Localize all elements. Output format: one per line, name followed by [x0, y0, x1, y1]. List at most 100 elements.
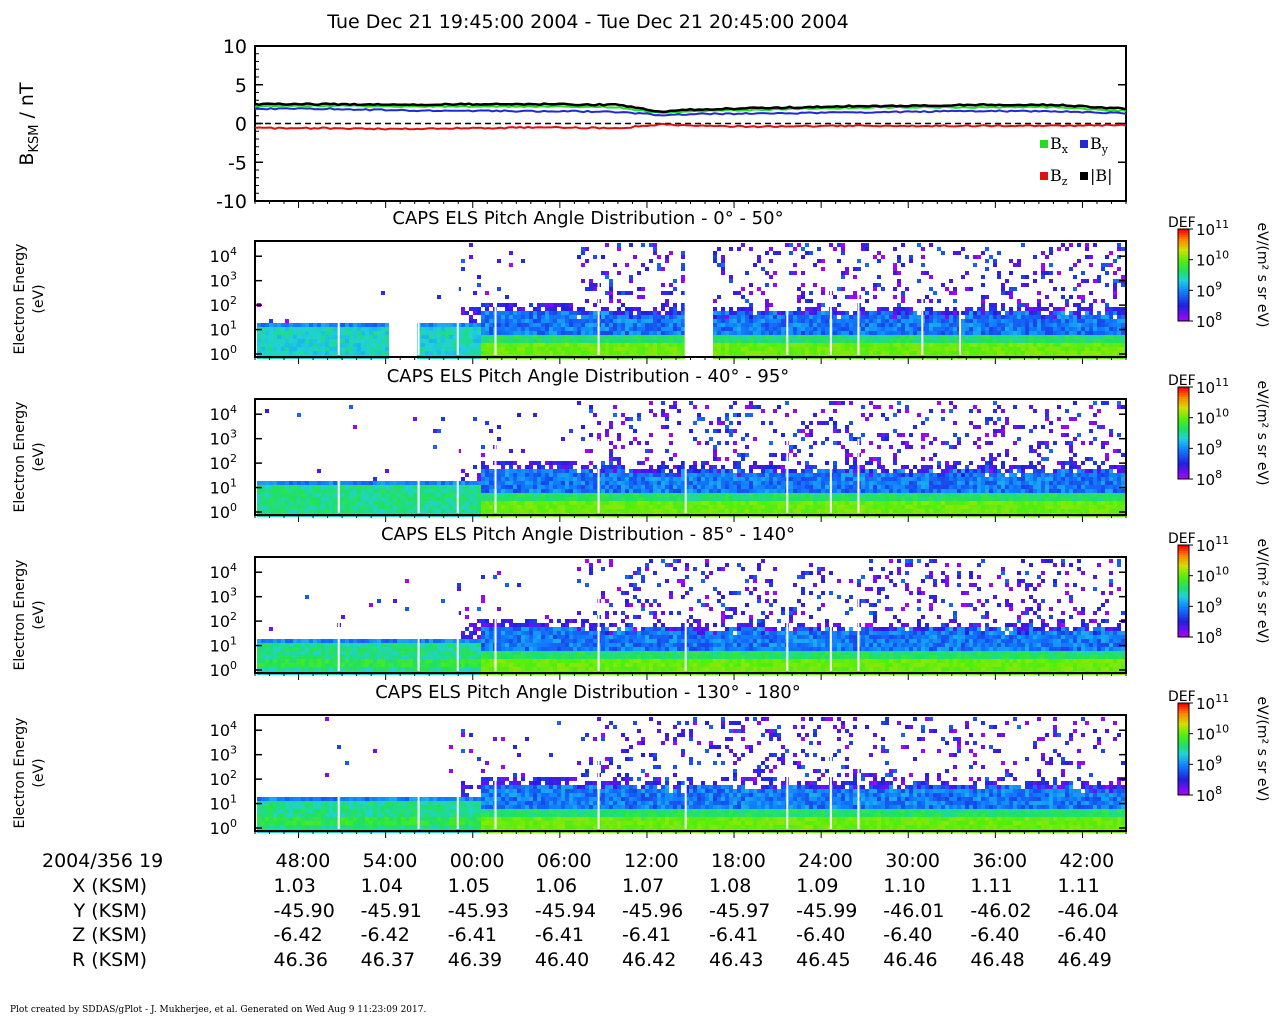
spectrogram-cell — [365, 485, 369, 489]
spectrogram-cell — [469, 497, 473, 501]
spectrogram-cell — [957, 251, 961, 255]
spectrogram-title-1: CAPS ELS Pitch Angle Distribution - 0° -… — [392, 208, 783, 229]
spectrogram-cell — [645, 335, 649, 339]
spectrogram-cell — [765, 489, 769, 493]
spectrogram-cell — [633, 509, 637, 513]
spectrogram-cell — [677, 501, 681, 505]
spectrogram-cell — [1117, 323, 1121, 327]
spectrogram-cell — [941, 343, 945, 347]
spectrogram-cell — [821, 323, 825, 327]
spectrogram-cell — [957, 315, 961, 319]
spectrogram-cell — [665, 465, 669, 469]
spectrogram-cell — [625, 347, 629, 351]
spectrogram-cell — [533, 493, 537, 497]
spectrogram-cell — [925, 323, 929, 327]
spectrogram-cell — [885, 417, 889, 421]
spectrogram-cell — [1077, 335, 1081, 339]
spectrogram-cell — [861, 243, 865, 247]
spectrogram-cell — [1085, 319, 1089, 323]
spectrogram-cell — [461, 339, 465, 343]
spectrogram-cell — [273, 489, 277, 493]
spectrogram-cell — [953, 351, 957, 355]
spectrogram-cell — [797, 243, 801, 247]
spectrogram-cell — [825, 477, 829, 481]
spectrogram-cell — [561, 311, 565, 315]
spectrogram-cell — [505, 509, 509, 513]
spectrogram-cell — [581, 485, 585, 489]
spectrogram-cell — [649, 505, 653, 509]
spectrogram-cell — [881, 327, 885, 331]
spectrogram-cell — [881, 433, 885, 437]
spectrogram-cell — [405, 501, 409, 505]
spectrogram-cell — [549, 477, 553, 481]
spectrogram-cell — [645, 489, 649, 493]
spectrogram-cell — [453, 339, 457, 343]
spectrogram-cell — [837, 347, 841, 351]
spectrogram-cell — [721, 347, 725, 351]
spectrogram-cell — [297, 493, 301, 497]
spectrogram-cell — [893, 339, 897, 343]
spectrogram-cell — [489, 331, 493, 335]
spectrogram-cell — [781, 457, 785, 461]
spectrogram-cell — [309, 335, 313, 339]
spectrogram-cell — [865, 351, 869, 355]
spectrogram-cell — [481, 461, 485, 465]
spectrogram-cell — [285, 489, 289, 493]
spectrogram-cell — [345, 497, 349, 501]
spectrogram-cell — [841, 327, 845, 331]
spectrogram-cell — [285, 343, 289, 347]
spectrogram-cell — [297, 339, 301, 343]
spectrogram-cell — [373, 505, 377, 509]
spectrogram-cell — [769, 315, 773, 319]
spectrogram-cell — [729, 485, 733, 489]
spectrogram-cell — [521, 351, 525, 355]
spectrogram-cell — [485, 497, 489, 501]
spectrogram-cell — [277, 497, 281, 501]
spectrogram-cell — [741, 243, 745, 247]
spectrogram-cell — [377, 323, 381, 327]
spectrogram-cell — [629, 343, 633, 347]
spectrogram-cell — [1069, 327, 1073, 331]
spectrogram-cell — [753, 509, 757, 513]
spectrogram-cell — [913, 311, 917, 315]
spectrogram-cell — [861, 287, 865, 291]
spectrogram-cell — [741, 343, 745, 347]
spectrogram-cell — [469, 481, 473, 485]
spectrogram-cell — [521, 477, 525, 481]
spectrogram-cell — [321, 501, 325, 505]
spectrogram-cell — [1077, 295, 1081, 299]
spectrogram-cell — [473, 481, 477, 485]
spectrogram-cell — [533, 347, 537, 351]
spectrogram-cell — [577, 347, 581, 351]
spectrogram-cell — [769, 481, 773, 485]
spectrogram-cell — [793, 501, 797, 505]
spectrogram-cell — [1049, 251, 1053, 255]
spectrogram-cell — [1109, 323, 1113, 327]
spectrogram-cell — [549, 493, 553, 497]
spectrogram-cell — [1121, 319, 1125, 323]
spectrogram-cell — [485, 323, 489, 327]
spectrogram-cell — [701, 461, 705, 465]
spectrogram-cell — [529, 485, 533, 489]
spectrogram-cell — [349, 323, 353, 327]
spectrogram-cell — [761, 335, 765, 339]
spectrogram-cell — [717, 489, 721, 493]
spectrogram-cell — [469, 347, 473, 351]
spectrogram-cell — [1009, 295, 1013, 299]
spectrogram-cell — [705, 477, 709, 481]
spectrogram-cell — [1057, 271, 1061, 275]
spectrogram-cell — [585, 493, 589, 497]
spectrogram-cell — [761, 505, 765, 509]
spectrogram-cell — [717, 347, 721, 351]
spectrogram-cell — [437, 295, 441, 299]
spectrogram-cell — [485, 509, 489, 513]
spectrogram-cell — [953, 335, 957, 339]
spectrogram-cell — [785, 413, 789, 417]
spectrogram-cell — [657, 501, 661, 505]
spectrogram-cell — [1053, 343, 1057, 347]
spectrogram-cell — [1009, 271, 1013, 275]
spectrogram-cell — [709, 481, 713, 485]
colorbar-cell — [1178, 239, 1189, 241]
spectrogram-cell — [753, 461, 757, 465]
spectrogram-cell — [689, 493, 693, 497]
